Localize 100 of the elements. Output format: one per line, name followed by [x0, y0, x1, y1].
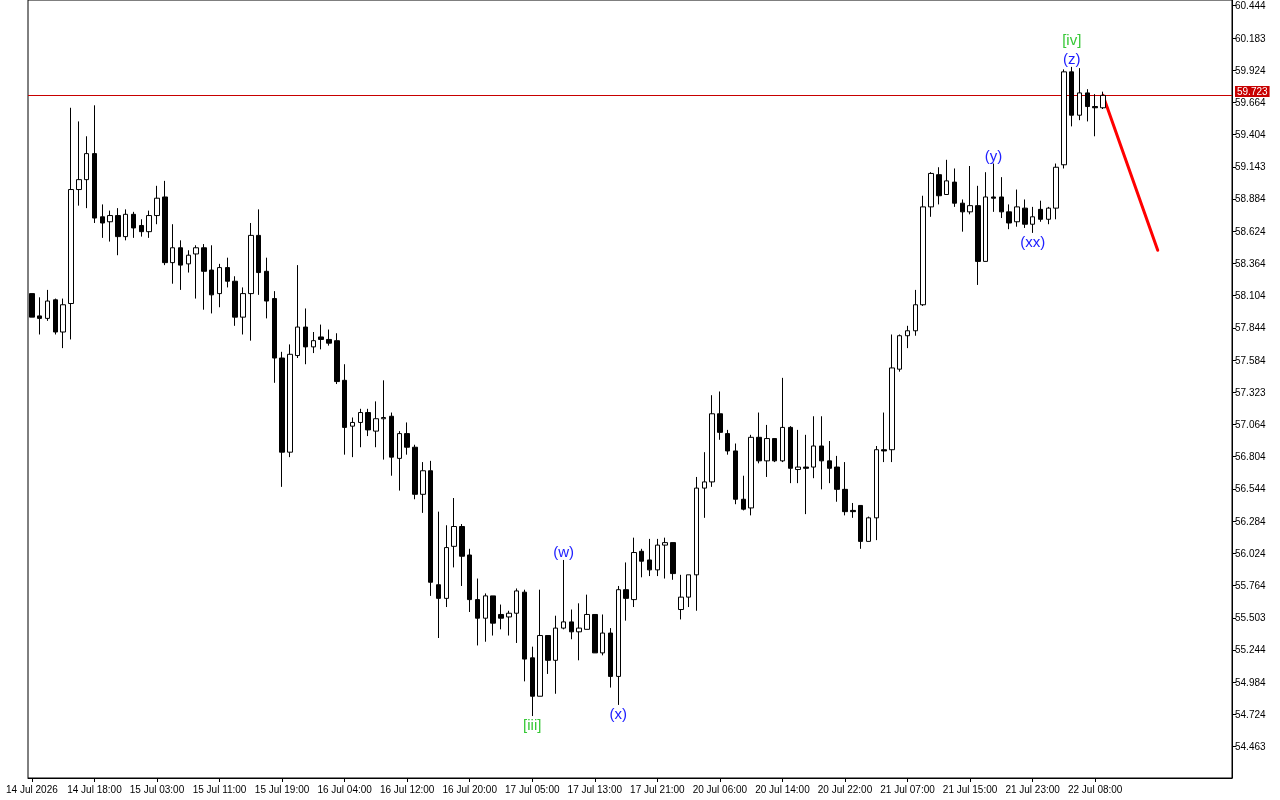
y-tick-label: 55.764	[1235, 579, 1267, 591]
x-tick-label: 14 Jul 18:00	[67, 783, 123, 795]
candlestick	[522, 589, 527, 682]
candlestick	[37, 296, 42, 335]
candlestick	[146, 210, 152, 239]
candlestick	[248, 222, 254, 342]
candlestick	[850, 502, 856, 519]
annotation: [iii]	[523, 716, 542, 734]
candlestick	[999, 176, 1004, 219]
y-tick-label: 57.844	[1235, 322, 1267, 334]
candlestick	[694, 476, 699, 612]
candlestick	[881, 412, 887, 463]
x-tick-label: 22 Jul 08:00	[1067, 783, 1123, 795]
candlestick	[553, 615, 558, 695]
candlestick	[819, 415, 824, 490]
candlestick	[842, 461, 848, 516]
x-tick-label: 17 Jul 21:00	[630, 783, 686, 795]
annotation: (xx)	[1020, 232, 1046, 250]
candlestick	[631, 537, 637, 608]
candlestick	[256, 208, 261, 296]
y-tick-label: 56.544	[1235, 483, 1267, 495]
candlestick	[1053, 163, 1059, 220]
candlestick	[154, 185, 160, 225]
candlestick	[107, 210, 113, 243]
candlestick	[514, 587, 519, 644]
candlestick	[803, 434, 809, 515]
candlestick	[647, 538, 652, 577]
candlestick	[139, 218, 144, 238]
candlestick	[1038, 200, 1043, 223]
candlestick	[84, 135, 89, 209]
candlestick	[1069, 66, 1074, 127]
candlestick	[115, 207, 121, 256]
candlestick	[373, 400, 379, 448]
candlestick	[381, 379, 386, 461]
candlestick	[655, 538, 660, 577]
y-tick-label: 59.143	[1235, 161, 1267, 173]
x-tick-label: 14 Jul 2026	[6, 783, 59, 795]
candlestick	[616, 585, 621, 706]
x-tick-label: 21 Jul 23:00	[1005, 783, 1061, 795]
candlestick	[186, 249, 191, 274]
y-tick-label: 59.924	[1235, 64, 1267, 76]
candlestick	[506, 610, 512, 637]
y-tick-label: 54.724	[1235, 708, 1267, 720]
candlestick	[358, 408, 363, 448]
y-tick-label: 58.104	[1235, 290, 1267, 302]
y-tick-label: 60.444	[1235, 0, 1267, 12]
ref-line-label: 59.723	[1237, 85, 1269, 97]
candlestick	[1061, 68, 1067, 169]
candlestick	[350, 416, 355, 458]
candlestick	[100, 203, 105, 239]
candlestick	[444, 524, 449, 608]
candlestick	[530, 646, 535, 717]
candlestick	[232, 275, 238, 327]
candlestick	[920, 195, 926, 307]
candlestick	[1100, 91, 1106, 110]
candlestick	[686, 574, 691, 608]
candlestick	[170, 223, 175, 285]
candlestick	[123, 208, 128, 241]
candlestick	[866, 516, 871, 542]
annotation: (z)	[1062, 49, 1081, 67]
candlestick	[428, 460, 433, 597]
candlestick	[592, 613, 598, 654]
candlestick	[537, 589, 543, 697]
y-tick-label: 54.463	[1235, 741, 1267, 753]
candlestick	[303, 307, 308, 365]
y-tick-label: 59.664	[1235, 96, 1267, 108]
candlestick	[952, 167, 957, 208]
candlestick	[1046, 206, 1051, 225]
candlestick	[412, 444, 418, 500]
x-tick-label: 16 Jul 04:00	[317, 783, 373, 795]
candlestick	[639, 548, 644, 578]
candlestick	[131, 211, 136, 239]
candlestick	[459, 523, 465, 587]
candlestick	[725, 429, 730, 456]
candlestick	[874, 445, 879, 541]
x-tick-label: 15 Jul 11:00	[192, 783, 247, 795]
candlestick	[342, 363, 347, 456]
candlestick	[1085, 88, 1090, 122]
x-tick-label: 15 Jul 03:00	[129, 783, 185, 795]
candlestick	[483, 592, 488, 643]
candlestick	[287, 343, 293, 458]
candlestick	[748, 434, 754, 516]
candlestick	[420, 461, 426, 514]
candlestick	[326, 329, 332, 347]
candlestick	[45, 289, 50, 322]
candlestick	[913, 289, 918, 337]
x-tick-label: 16 Jul 20:00	[442, 783, 498, 795]
candlestick	[764, 424, 770, 478]
candlestick	[569, 609, 574, 640]
candlestick	[318, 324, 324, 350]
candlestick	[928, 171, 934, 218]
candlestick	[201, 243, 207, 311]
candlestick	[600, 613, 605, 656]
candlestick	[490, 595, 496, 637]
candlestick	[967, 165, 973, 215]
candlestick	[741, 475, 746, 511]
candlestick	[272, 290, 277, 384]
candlestick	[240, 286, 246, 335]
candlestick	[944, 159, 949, 195]
x-tick-label: 20 Jul 06:00	[692, 783, 748, 795]
